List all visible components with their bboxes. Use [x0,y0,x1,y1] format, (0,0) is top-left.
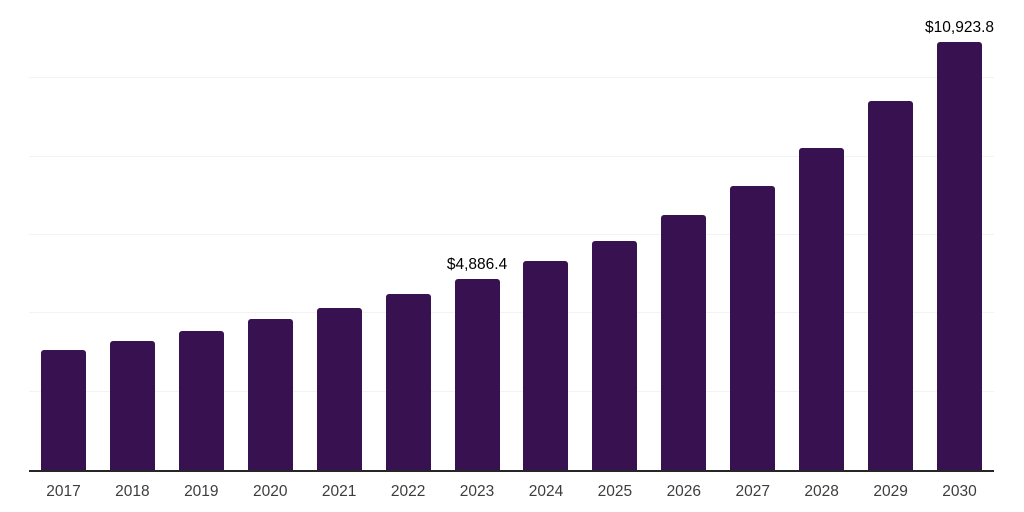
x-tick-label-2020: 2020 [253,483,288,500]
bar-2019 [178,330,224,470]
bar-value-label-2030: $10,923.8 [925,19,995,37]
x-tick-label-2021: 2021 [321,483,357,500]
bar-2023 [454,278,500,470]
x-tick-label-2025: 2025 [597,483,633,500]
bar-2026 [661,215,707,470]
bar-value-label-2023: $4,886.4 [446,255,508,273]
gridline [29,234,994,235]
bar-2029 [868,101,914,470]
bar-2022 [385,294,431,470]
x-tick-label-2028: 2028 [804,483,839,500]
x-tick-label-2023: 2023 [459,483,495,500]
bar-2025 [592,240,638,470]
gridline [29,312,994,314]
gridline [29,390,994,392]
bar-2028 [799,147,845,470]
x-tick-label-2027: 2027 [735,483,770,500]
bar-2017 [40,350,86,470]
x-tick-label-2019: 2019 [184,483,219,500]
bar-2021 [316,308,362,470]
plot-area: $4,886.4 $10,923.8 [29,0,994,470]
x-tick-label-2018: 2018 [115,483,150,500]
x-tick-label-2026: 2026 [666,483,702,500]
x-tick-label-2024: 2024 [528,483,564,500]
x-tick-label-2030: 2030 [942,483,977,500]
gridline [29,77,994,79]
bar-2030 [937,42,983,470]
x-tick-label-2022: 2022 [390,483,426,500]
bar-2027 [730,185,776,470]
x-tick-label-2029: 2029 [873,483,908,500]
x-axis-line [29,470,994,472]
x-tick-label-2017: 2017 [46,483,81,500]
gridline [29,155,994,157]
bar-2020 [247,319,293,470]
bar-2018 [109,341,155,470]
bar-2024 [523,260,569,470]
